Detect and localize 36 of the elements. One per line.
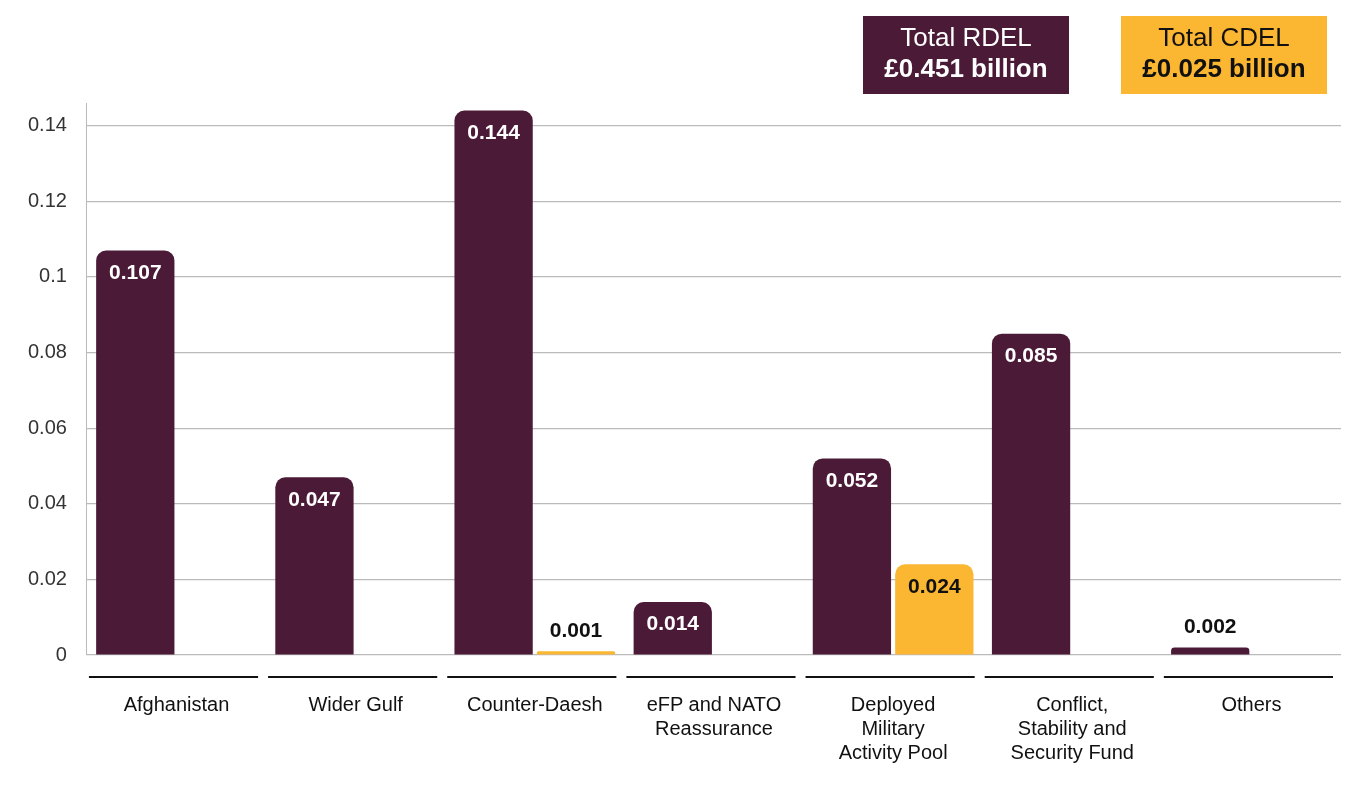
data-label: 0.002 (1183, 613, 1237, 637)
bar (812, 458, 892, 655)
y-tick-label: 0.08 (27, 340, 67, 363)
text: Total RDEL (899, 22, 1033, 53)
x-tick-label: eFP and NATO Reassurance (646, 692, 782, 739)
x-tick-label: Others (1221, 692, 1282, 715)
data-label: 0.024 (908, 573, 961, 597)
data-label: 0.047 (288, 486, 341, 510)
data-label: 0.001 (549, 617, 603, 641)
bar (536, 651, 616, 655)
y-tick-label: 0.14 (27, 113, 67, 136)
text: £0.451 billion (883, 53, 1049, 84)
bar (454, 110, 533, 655)
text: Total CDEL (1157, 22, 1291, 53)
x-tick-label: Wider Gulf (308, 692, 404, 715)
y-tick-label: 0 (55, 642, 67, 665)
y-tick-label: 0.06 (27, 415, 67, 438)
y-tick-label: 0.04 (27, 491, 67, 514)
x-tick-label: Deployed Military Activity Pool (838, 692, 948, 763)
bar (275, 477, 354, 655)
bar (991, 333, 1071, 655)
y-tick-label: 0.02 (27, 566, 67, 589)
data-label: 0.014 (646, 611, 700, 635)
data-label: 0.052 (825, 467, 879, 491)
data-label: 0.144 (467, 119, 521, 143)
x-tick-label: Conflict, Stability and Security Fund (1010, 692, 1134, 763)
bar (1171, 647, 1250, 655)
x-tick-label: Afghanistan (123, 692, 230, 715)
bar (895, 564, 974, 655)
y-tick-label: 0.12 (27, 188, 67, 211)
data-label: 0.107 (109, 259, 162, 283)
bar (96, 250, 175, 655)
x-tick-label: Counter-Daesh (467, 692, 603, 715)
text: £0.025 billion (1141, 53, 1307, 84)
data-label: 0.085 (1004, 342, 1058, 366)
y-tick-label: 0.1 (39, 264, 67, 287)
